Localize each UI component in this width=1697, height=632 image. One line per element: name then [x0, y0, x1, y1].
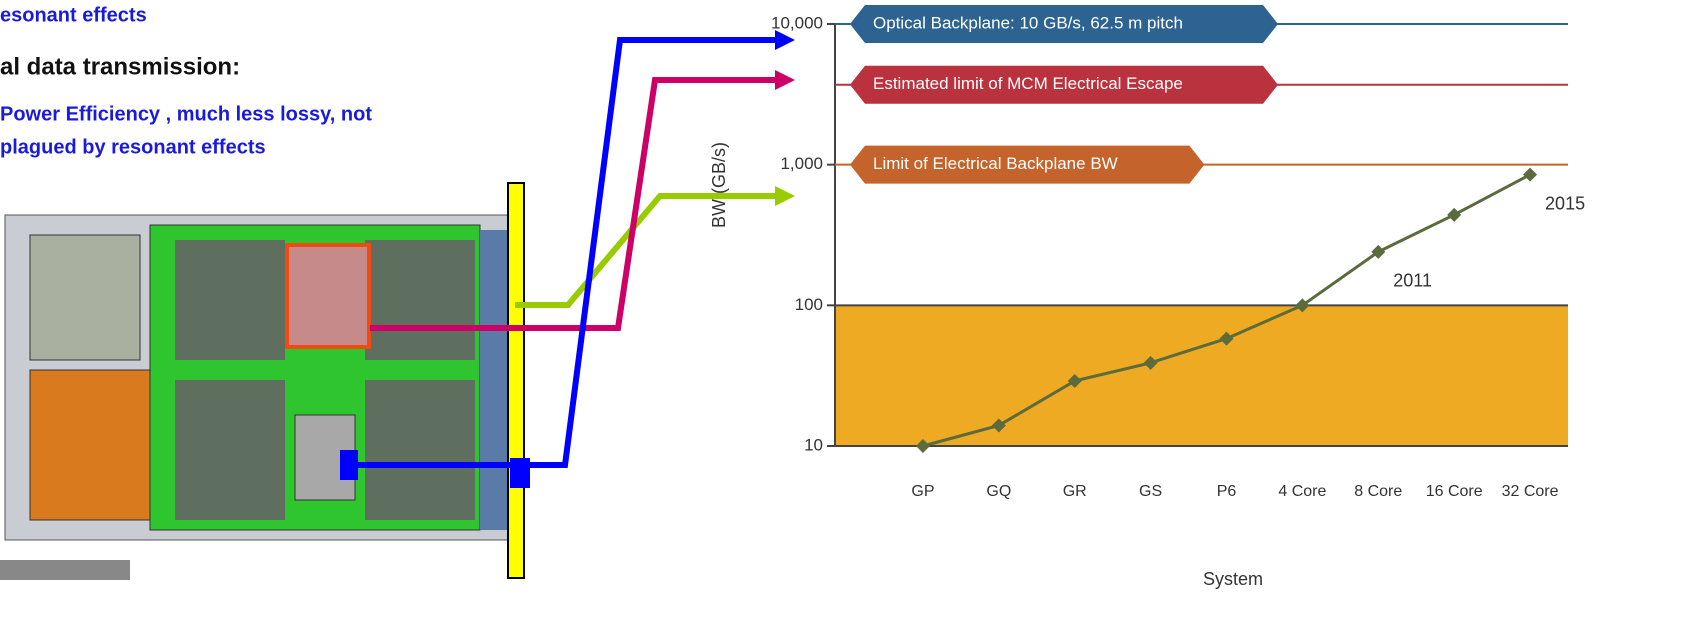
annotation: 2015	[1545, 193, 1585, 213]
reference-label: Estimated limit of MCM Electrical Escape	[873, 74, 1183, 93]
x-tick-label: 4 Core	[1278, 483, 1326, 500]
reference-label: Optical Backplane: 10 GB/s, 62.5 m pitch	[873, 13, 1183, 32]
slide-text: Power Efficiency , much less lossy, not	[0, 103, 372, 125]
y-tick-label: 10,000	[771, 13, 823, 32]
y-tick-label: 10	[804, 435, 823, 454]
slide-text: esonant effects	[0, 4, 147, 26]
x-tick-label: GP	[911, 483, 934, 500]
x-tick-label: GQ	[986, 483, 1011, 500]
y-axis-label: BW (GB/s)	[709, 142, 729, 228]
slide-text: plagued by resonant effects	[0, 136, 266, 158]
x-axis-label: System	[1203, 569, 1263, 589]
x-tick-label: GR	[1063, 483, 1087, 500]
data-point	[1447, 208, 1461, 222]
annotation: 2011	[1393, 271, 1432, 291]
y-tick-label: 100	[795, 295, 823, 314]
slide-text: al data transmission:	[0, 53, 240, 80]
x-tick-label: 8 Core	[1354, 483, 1402, 500]
slide: esonant effects al data transmission: Po…	[0, 0, 1697, 627]
x-tick-label: P6	[1217, 483, 1237, 500]
x-tick-label: 16 Core	[1426, 483, 1483, 500]
data-point	[1523, 168, 1537, 182]
y-tick-label: 1,000	[780, 154, 823, 173]
x-tick-label: 32 Core	[1502, 483, 1559, 500]
x-tick-label: GS	[1139, 483, 1162, 500]
shaded-region	[835, 305, 1568, 446]
reference-label: Limit of Electrical Backplane BW	[873, 154, 1118, 173]
